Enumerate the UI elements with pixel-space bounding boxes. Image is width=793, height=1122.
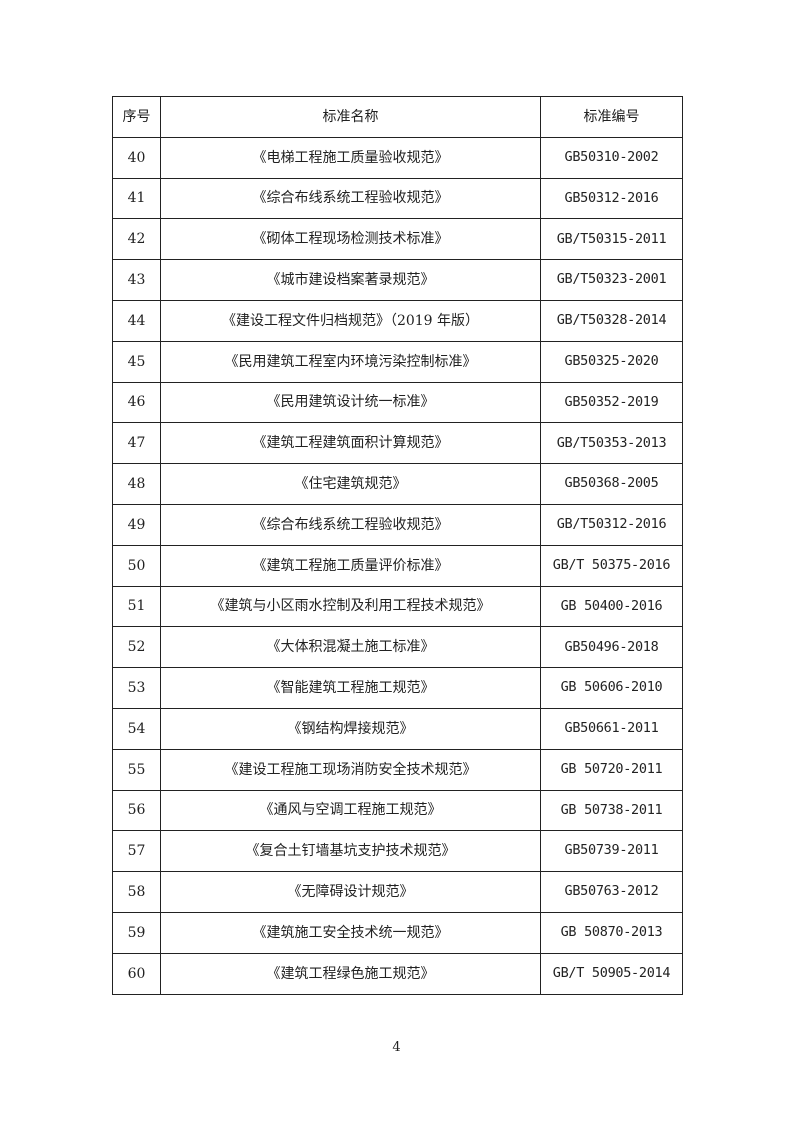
standard-code: GB 50606-2010: [540, 667, 683, 709]
row-index: 58: [112, 871, 161, 913]
standard-code: GB50763-2012: [540, 871, 683, 913]
table-row: 55 《建设工程施工现场消防安全技术规范》 GB 50720-2011: [112, 748, 683, 791]
row-index: 40: [112, 136, 161, 179]
standard-code: GB50739-2011: [540, 830, 683, 873]
standard-name: 《综合布线系统工程验收规范》: [160, 503, 541, 546]
header-code: 标准编号: [540, 96, 683, 138]
row-index: 56: [112, 789, 161, 832]
standard-name: 《建筑工程绿色施工规范》: [160, 952, 541, 995]
row-index: 53: [112, 667, 161, 709]
standard-code: GB/T50353-2013: [540, 422, 683, 465]
standard-code: GB50312-2016: [540, 177, 683, 220]
row-index: 45: [112, 340, 161, 383]
row-index: 44: [112, 299, 161, 342]
row-index: 60: [112, 952, 161, 995]
standard-name: 《城市建设档案著录规范》: [160, 259, 541, 301]
table-row: 54 《钢结构焊接规范》 GB50661-2011: [112, 707, 683, 750]
standard-name: 《民用建筑设计统一标准》: [160, 381, 541, 424]
standards-table: 序号 标准名称 标准编号 40 《电梯工程施工质量验收规范》 GB50310-200…: [112, 96, 683, 995]
row-index: 50: [112, 544, 161, 587]
row-index: 47: [112, 422, 161, 465]
standard-code: GB/T 50905-2014: [540, 952, 683, 995]
standard-name: 《复合土钉墙基坑支护技术规范》: [160, 830, 541, 873]
standard-code: GB 50870-2013: [540, 911, 683, 954]
table-row: 40 《电梯工程施工质量验收规范》 GB50310-2002: [112, 136, 683, 179]
row-index: 46: [112, 381, 161, 424]
standard-name: 《通风与空调工程施工规范》: [160, 789, 541, 832]
standard-name: 《建筑工程建筑面积计算规范》: [160, 422, 541, 465]
table-header-row: 序号 标准名称 标准编号: [112, 96, 683, 138]
standard-code: GB 50738-2011: [540, 789, 683, 832]
row-index: 48: [112, 463, 161, 505]
table-row: 60 《建筑工程绿色施工规范》 GB/T 50905-2014: [112, 952, 683, 995]
table-row: 53 《智能建筑工程施工规范》 GB 50606-2010: [112, 667, 683, 709]
standard-code: GB/T50323-2001: [540, 259, 683, 301]
table-row: 49 《综合布线系统工程验收规范》 GB/T50312-2016: [112, 503, 683, 546]
table-row: 59 《建筑施工安全技术统一规范》 GB 50870-2013: [112, 911, 683, 954]
table-row: 45 《民用建筑工程室内环境污染控制标准》 GB50325-2020: [112, 340, 683, 383]
row-index: 49: [112, 503, 161, 546]
standard-code: GB/T50315-2011: [540, 218, 683, 261]
standard-code: GB/T50328-2014: [540, 299, 683, 342]
standard-code: GB 50720-2011: [540, 748, 683, 791]
standard-code: GB50310-2002: [540, 136, 683, 179]
row-index: 55: [112, 748, 161, 791]
standard-name: 《建设工程文件归档规范》（2019 年版）: [160, 299, 541, 342]
row-index: 43: [112, 259, 161, 301]
standard-name: 《建筑与小区雨水控制及利用工程技术规范》: [160, 585, 541, 628]
standard-name: 《建筑施工安全技术统一规范》: [160, 911, 541, 954]
header-name: 标准名称: [160, 96, 541, 138]
page-number: 4: [392, 1040, 401, 1055]
standard-code: GB50661-2011: [540, 707, 683, 750]
table-row: 48 《住宅建筑规范》 GB50368-2005: [112, 463, 683, 505]
standard-code: GB50496-2018: [540, 626, 683, 669]
standard-name: 《民用建筑工程室内环境污染控制标准》: [160, 340, 541, 383]
standard-name: 《综合布线系统工程验收规范》: [160, 177, 541, 220]
row-index: 54: [112, 707, 161, 750]
standard-name: 《智能建筑工程施工规范》: [160, 667, 541, 709]
standard-code: GB/T50312-2016: [540, 503, 683, 546]
row-index: 57: [112, 830, 161, 873]
table-row: 51 《建筑与小区雨水控制及利用工程技术规范》 GB 50400-2016: [112, 585, 683, 628]
standard-code: GB/T 50375-2016: [540, 544, 683, 587]
table-row: 46 《民用建筑设计统一标准》 GB50352-2019: [112, 381, 683, 424]
row-index: 41: [112, 177, 161, 220]
standard-code: GB50325-2020: [540, 340, 683, 383]
standard-name: 《砌体工程现场检测技术标准》: [160, 218, 541, 261]
table-row: 58 《无障碍设计规范》 GB50763-2012: [112, 871, 683, 913]
standard-name: 《无障碍设计规范》: [160, 871, 541, 913]
table-row: 43 《城市建设档案著录规范》 GB/T50323-2001: [112, 259, 683, 301]
standard-name: 《电梯工程施工质量验收规范》: [160, 136, 541, 179]
row-index: 59: [112, 911, 161, 954]
table-row: 44 《建设工程文件归档规范》（2019 年版） GB/T50328-2014: [112, 299, 683, 342]
table-row: 50 《建筑工程施工质量评价标准》 GB/T 50375-2016: [112, 544, 683, 587]
table-row: 47 《建筑工程建筑面积计算规范》 GB/T50353-2013: [112, 422, 683, 465]
standard-name: 《住宅建筑规范》: [160, 463, 541, 505]
standard-code: GB50368-2005: [540, 463, 683, 505]
header-index: 序号: [112, 96, 161, 138]
table-row: 41 《综合布线系统工程验收规范》 GB50312-2016: [112, 177, 683, 220]
standard-name: 《建设工程施工现场消防安全技术规范》: [160, 748, 541, 791]
standard-name: 《大体积混凝土施工标准》: [160, 626, 541, 669]
table-row: 42 《砌体工程现场检测技术标准》 GB/T50315-2011: [112, 218, 683, 261]
standard-name: 《建筑工程施工质量评价标准》: [160, 544, 541, 587]
standard-code: GB 50400-2016: [540, 585, 683, 628]
row-index: 51: [112, 585, 161, 628]
table-row: 52 《大体积混凝土施工标准》 GB50496-2018: [112, 626, 683, 669]
row-index: 52: [112, 626, 161, 669]
standard-code: GB50352-2019: [540, 381, 683, 424]
table-row: 57 《复合土钉墙基坑支护技术规范》 GB50739-2011: [112, 830, 683, 873]
table-row: 56 《通风与空调工程施工规范》 GB 50738-2011: [112, 789, 683, 832]
standard-name: 《钢结构焊接规范》: [160, 707, 541, 750]
row-index: 42: [112, 218, 161, 261]
